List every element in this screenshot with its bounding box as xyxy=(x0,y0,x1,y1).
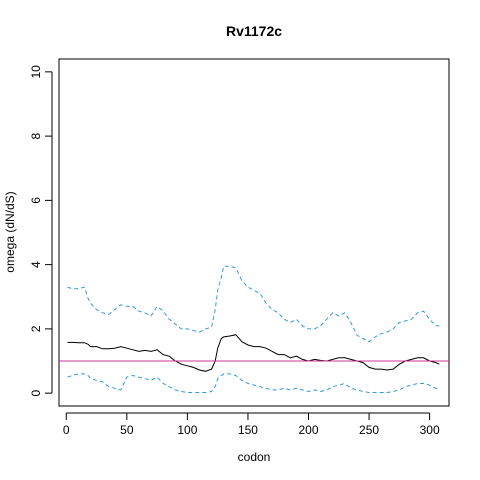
plot-frame xyxy=(58,58,450,407)
x-tick-label: 150 xyxy=(238,423,258,437)
y-axis-label: omega (dN/dS) xyxy=(3,191,17,272)
y-tick-label: 0 xyxy=(29,389,43,396)
y-tick-label: 8 xyxy=(29,132,43,139)
y-tick-label: 4 xyxy=(29,261,43,268)
x-tick-label: 50 xyxy=(120,423,134,437)
series-lower-bound-line xyxy=(67,373,440,393)
x-tick-label: 250 xyxy=(359,423,379,437)
y-axis: 0 2 4 6 8 10 xyxy=(29,65,53,396)
series-upper-bound-line xyxy=(67,265,440,343)
y-tick-label: 10 xyxy=(29,65,43,79)
chart-title: Rv1172c xyxy=(226,23,282,39)
series-layer xyxy=(59,265,449,393)
x-tick-label: 200 xyxy=(298,423,318,437)
x-axis: 0 50 100 150 200 250 300 xyxy=(63,412,440,437)
x-tick-label: 300 xyxy=(420,423,440,437)
x-tick-label: 100 xyxy=(177,423,197,437)
x-axis-label: codon xyxy=(238,450,271,464)
y-tick-label: 2 xyxy=(29,325,43,332)
y-tick-label: 6 xyxy=(29,197,43,204)
series-omega-line xyxy=(67,334,440,372)
x-tick-label: 0 xyxy=(63,423,70,437)
